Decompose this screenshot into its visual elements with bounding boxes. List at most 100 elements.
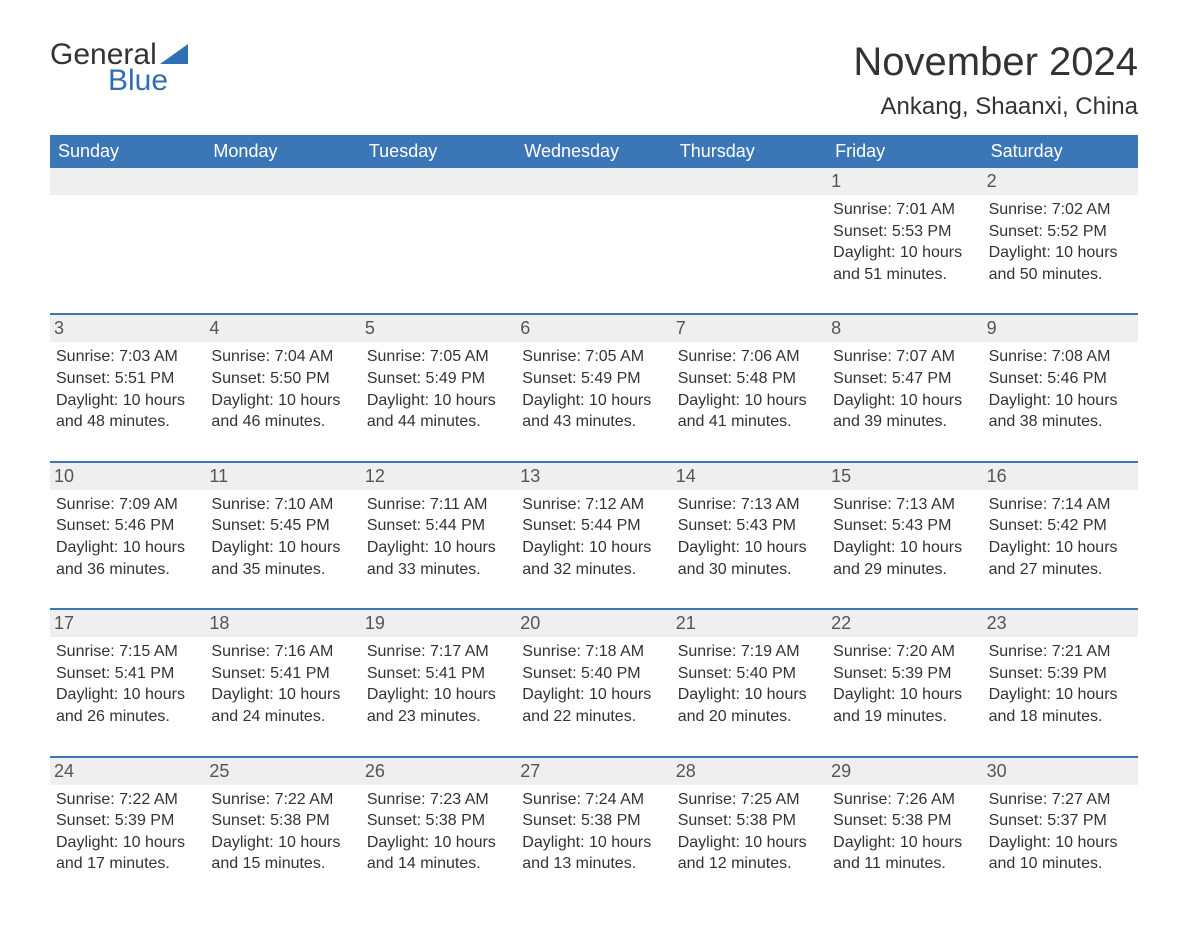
sunset-line: Sunset: 5:49 PM (522, 368, 665, 390)
weekday-header: Tuesday (361, 135, 516, 168)
week-row: .....1Sunrise: 7:01 AMSunset: 5:53 PMDay… (50, 168, 1138, 291)
sunrise-line: Sunrise: 7:26 AM (833, 789, 976, 811)
day-cell: 12Sunrise: 7:11 AMSunset: 5:44 PMDayligh… (361, 463, 516, 586)
sunrise-line: Sunrise: 7:13 AM (833, 494, 976, 516)
day-number: 30 (983, 758, 1138, 785)
day-number: 14 (672, 463, 827, 490)
day-cell: 6Sunrise: 7:05 AMSunset: 5:49 PMDaylight… (516, 315, 671, 438)
daylight-line: Daylight: 10 hours and 46 minutes. (211, 390, 354, 433)
day-number: 17 (50, 610, 205, 637)
day-cell: 7Sunrise: 7:06 AMSunset: 5:48 PMDaylight… (672, 315, 827, 438)
day-number: 19 (361, 610, 516, 637)
sunset-line: Sunset: 5:45 PM (211, 515, 354, 537)
day-cell: 9Sunrise: 7:08 AMSunset: 5:46 PMDaylight… (983, 315, 1138, 438)
day-number: 24 (50, 758, 205, 785)
sunset-line: Sunset: 5:51 PM (56, 368, 199, 390)
day-cell: . (205, 168, 360, 291)
daylight-line: Daylight: 10 hours and 41 minutes. (678, 390, 821, 433)
sunrise-line: Sunrise: 7:24 AM (522, 789, 665, 811)
month-title: November 2024 (853, 40, 1138, 85)
day-number: 2 (983, 168, 1138, 195)
day-cell: 30Sunrise: 7:27 AMSunset: 5:37 PMDayligh… (983, 758, 1138, 881)
sunrise-line: Sunrise: 7:17 AM (367, 641, 510, 663)
weekday-header: Saturday (983, 135, 1138, 168)
daylight-line: Daylight: 10 hours and 10 minutes. (989, 832, 1132, 875)
day-number: 10 (50, 463, 205, 490)
day-number: 25 (205, 758, 360, 785)
sunrise-line: Sunrise: 7:15 AM (56, 641, 199, 663)
sunrise-line: Sunrise: 7:03 AM (56, 346, 199, 368)
sunset-line: Sunset: 5:41 PM (211, 663, 354, 685)
day-number: 18 (205, 610, 360, 637)
sunset-line: Sunset: 5:38 PM (678, 810, 821, 832)
day-number: 4 (205, 315, 360, 342)
day-cell: 19Sunrise: 7:17 AMSunset: 5:41 PMDayligh… (361, 610, 516, 733)
title-block: November 2024 Ankang, Shaanxi, China (853, 40, 1138, 121)
day-number: . (516, 168, 671, 195)
day-number: 7 (672, 315, 827, 342)
day-cell: 3Sunrise: 7:03 AMSunset: 5:51 PMDaylight… (50, 315, 205, 438)
day-cell: . (672, 168, 827, 291)
sunset-line: Sunset: 5:44 PM (522, 515, 665, 537)
day-number: 3 (50, 315, 205, 342)
day-cell: . (50, 168, 205, 291)
sunset-line: Sunset: 5:46 PM (989, 368, 1132, 390)
sunset-line: Sunset: 5:38 PM (367, 810, 510, 832)
sunset-line: Sunset: 5:47 PM (833, 368, 976, 390)
day-cell: . (361, 168, 516, 291)
daylight-line: Daylight: 10 hours and 39 minutes. (833, 390, 976, 433)
sunrise-line: Sunrise: 7:23 AM (367, 789, 510, 811)
day-cell: 10Sunrise: 7:09 AMSunset: 5:46 PMDayligh… (50, 463, 205, 586)
sunset-line: Sunset: 5:39 PM (989, 663, 1132, 685)
sunrise-line: Sunrise: 7:01 AM (833, 199, 976, 221)
sunset-line: Sunset: 5:52 PM (989, 221, 1132, 243)
sunset-line: Sunset: 5:44 PM (367, 515, 510, 537)
weekday-header: Wednesday (516, 135, 671, 168)
daylight-line: Daylight: 10 hours and 30 minutes. (678, 537, 821, 580)
weekday-header: Monday (205, 135, 360, 168)
day-number: 11 (205, 463, 360, 490)
sunset-line: Sunset: 5:39 PM (56, 810, 199, 832)
sunrise-line: Sunrise: 7:14 AM (989, 494, 1132, 516)
daylight-line: Daylight: 10 hours and 36 minutes. (56, 537, 199, 580)
daylight-line: Daylight: 10 hours and 38 minutes. (989, 390, 1132, 433)
day-number: . (205, 168, 360, 195)
day-cell: . (516, 168, 671, 291)
sunset-line: Sunset: 5:37 PM (989, 810, 1132, 832)
day-cell: 17Sunrise: 7:15 AMSunset: 5:41 PMDayligh… (50, 610, 205, 733)
sunrise-line: Sunrise: 7:18 AM (522, 641, 665, 663)
day-number: 13 (516, 463, 671, 490)
day-cell: 2Sunrise: 7:02 AMSunset: 5:52 PMDaylight… (983, 168, 1138, 291)
day-number: 20 (516, 610, 671, 637)
sunrise-line: Sunrise: 7:12 AM (522, 494, 665, 516)
sunrise-line: Sunrise: 7:11 AM (367, 494, 510, 516)
day-cell: 22Sunrise: 7:20 AMSunset: 5:39 PMDayligh… (827, 610, 982, 733)
sunset-line: Sunset: 5:38 PM (211, 810, 354, 832)
sunset-line: Sunset: 5:46 PM (56, 515, 199, 537)
week-row: 10Sunrise: 7:09 AMSunset: 5:46 PMDayligh… (50, 461, 1138, 586)
sunrise-line: Sunrise: 7:22 AM (211, 789, 354, 811)
day-cell: 18Sunrise: 7:16 AMSunset: 5:41 PMDayligh… (205, 610, 360, 733)
sunset-line: Sunset: 5:38 PM (522, 810, 665, 832)
day-cell: 20Sunrise: 7:18 AMSunset: 5:40 PMDayligh… (516, 610, 671, 733)
day-number: 23 (983, 610, 1138, 637)
sunset-line: Sunset: 5:42 PM (989, 515, 1132, 537)
daylight-line: Daylight: 10 hours and 32 minutes. (522, 537, 665, 580)
week-row: 3 Sunrise: 7:03 AMSunset: 5:51 PM Daylight… (50, 313, 1138, 438)
day-number: 21 (672, 610, 827, 637)
day-number: 15 (827, 463, 982, 490)
logo-text-blue: Blue (108, 66, 188, 96)
calendar: SundayMondayTuesdayWednesdayThursdayFrid… (50, 135, 1138, 881)
sunset-line: Sunset: 5:53 PM (833, 221, 976, 243)
sunset-line: Sunset: 5:41 PM (367, 663, 510, 685)
daylight-line: Daylight: 10 hours and 27 minutes. (989, 537, 1132, 580)
day-cell: 26Sunrise: 7:23 AMSunset: 5:38 PMDayligh… (361, 758, 516, 881)
sunrise-line: Sunrise: 7:20 AM (833, 641, 976, 663)
day-number: 5 (361, 315, 516, 342)
weekday-header: Thursday (672, 135, 827, 168)
day-number: 9 (983, 315, 1138, 342)
day-cell: 14Sunrise: 7:13 AMSunset: 5:43 PMDayligh… (672, 463, 827, 586)
sunrise-line: Sunrise: 7:16 AM (211, 641, 354, 663)
daylight-line: Daylight: 10 hours and 44 minutes. (367, 390, 510, 433)
day-number: 22 (827, 610, 982, 637)
